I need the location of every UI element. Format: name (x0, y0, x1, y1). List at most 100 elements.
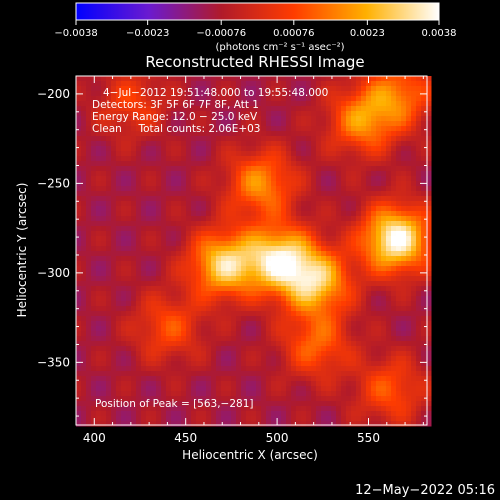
heatmap-cell (321, 76, 327, 82)
heatmap-cell (141, 226, 147, 232)
heatmap-cell (286, 241, 292, 247)
heatmap-cell (101, 231, 107, 237)
heatmap-cell (341, 166, 347, 172)
heatmap-cell (291, 106, 297, 112)
heatmap-cell (406, 86, 412, 92)
heatmap-cell (421, 151, 427, 157)
heatmap-cell (166, 321, 172, 327)
heatmap-cell (156, 206, 162, 212)
heatmap-cell (221, 81, 227, 87)
heatmap-cell (346, 231, 352, 237)
heatmap-cell (256, 251, 262, 257)
heatmap-cell (421, 166, 427, 172)
heatmap-cell (411, 396, 417, 402)
heatmap-cell (426, 146, 432, 152)
heatmap-cell (246, 256, 252, 262)
heatmap-cell (276, 176, 282, 182)
heatmap-cell (256, 286, 262, 292)
heatmap-cell (196, 171, 202, 177)
heatmap-cell (321, 356, 327, 362)
heatmap-cell (341, 256, 347, 262)
heatmap-cell (341, 231, 347, 237)
heatmap-cell (156, 341, 162, 347)
heatmap-cell (266, 226, 272, 232)
heatmap-cell (311, 241, 317, 247)
heatmap-cell (96, 96, 102, 102)
heatmap-cell (201, 316, 207, 322)
heatmap-cell (326, 401, 332, 407)
heatmap-cell (271, 376, 277, 382)
heatmap-cell (391, 116, 397, 122)
heatmap-cell (196, 151, 202, 157)
heatmap-cell (216, 376, 222, 382)
heatmap-cell (176, 161, 182, 167)
heatmap-cell (81, 206, 87, 212)
heatmap-cell (266, 131, 272, 137)
heatmap-cell (396, 206, 402, 212)
heatmap-cell (286, 421, 292, 427)
heatmap-cell (211, 351, 217, 357)
heatmap-cell (331, 196, 337, 202)
heatmap-cell (196, 196, 202, 202)
heatmap-cell (281, 281, 287, 287)
heatmap-cell (211, 421, 217, 427)
heatmap-cell (81, 321, 87, 327)
heatmap-cell (281, 176, 287, 182)
heatmap-cell (96, 351, 102, 357)
heatmap-cell (276, 206, 282, 212)
heatmap-cell (96, 341, 102, 347)
heatmap-cell (281, 356, 287, 362)
heatmap-cell (176, 406, 182, 412)
heatmap-cell (361, 196, 367, 202)
heatmap-cell (206, 221, 212, 227)
heatmap-cell (241, 126, 247, 132)
heatmap-cell (236, 376, 242, 382)
heatmap-cell (246, 251, 252, 257)
heatmap-cell (281, 161, 287, 167)
heatmap-cell (226, 236, 232, 242)
heatmap-cell (91, 341, 97, 347)
heatmap-cell (416, 326, 422, 332)
heatmap-cell (411, 96, 417, 102)
heatmap-cell (141, 86, 147, 92)
heatmap-cell (226, 191, 232, 197)
heatmap-cell (406, 286, 412, 292)
heatmap-cell (421, 161, 427, 167)
heatmap-cell (81, 261, 87, 267)
heatmap-cell (156, 186, 162, 192)
heatmap-cell (271, 336, 277, 342)
heatmap-cell (91, 76, 97, 82)
heatmap-cell (166, 206, 172, 212)
heatmap-cell (121, 176, 127, 182)
heatmap-cell (376, 306, 382, 312)
heatmap-cell (81, 421, 87, 427)
heatmap-cell (126, 326, 132, 332)
heatmap-cell (136, 206, 142, 212)
heatmap-cell (121, 311, 127, 317)
heatmap-cell (391, 356, 397, 362)
heatmap-cell (291, 296, 297, 302)
heatmap-image (76, 76, 432, 427)
heatmap-cell (411, 101, 417, 107)
heatmap-cell (116, 261, 122, 267)
heatmap-cell (161, 346, 167, 352)
heatmap-cell (426, 261, 432, 267)
heatmap-cell (336, 326, 342, 332)
heatmap-cell (246, 111, 252, 117)
heatmap-cell (171, 191, 177, 197)
heatmap-cell (156, 171, 162, 177)
heatmap-cell (136, 146, 142, 152)
heatmap-cell (221, 226, 227, 232)
heatmap-cell (361, 131, 367, 137)
heatmap-cell (426, 316, 432, 322)
heatmap-cell (166, 136, 172, 142)
heatmap-cell (151, 341, 157, 347)
heatmap-cell (341, 346, 347, 352)
heatmap-cell (421, 81, 427, 87)
heatmap-cell (251, 146, 257, 152)
heatmap-cell (376, 356, 382, 362)
heatmap-cell (351, 96, 357, 102)
heatmap-cell (276, 131, 282, 137)
heatmap-cell (301, 401, 307, 407)
heatmap-cell (386, 111, 392, 117)
